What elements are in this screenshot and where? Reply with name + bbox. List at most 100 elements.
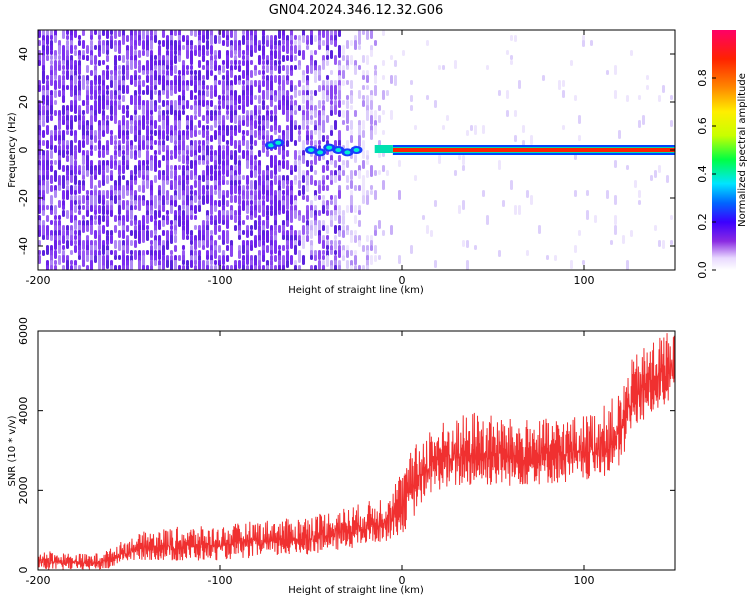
spectrogram-cell: [50, 80, 53, 86]
spectrogram-cell: [214, 220, 217, 226]
spectrogram-cell: [398, 190, 401, 200]
spectrogram-cell: [130, 95, 133, 105]
spectrogram-cell: [54, 260, 57, 265]
spectrogram-cell: [346, 260, 349, 269]
spectrogram-cell: [342, 45, 345, 55]
spectrogram-cell: [90, 45, 93, 51]
spectrogram-cell: [130, 250, 133, 255]
spectrogram-cell: [250, 50, 253, 57]
snr-x-ticks: -200 -100 0 100: [26, 331, 595, 587]
spectrogram-cell: [82, 215, 85, 220]
spectrogram-cell: [162, 250, 165, 256]
spectrogram-cell: [374, 255, 377, 262]
spectrogram-cell: [326, 245, 329, 250]
spectrogram-cell: [74, 195, 77, 201]
spectrogram-cell: [170, 250, 173, 255]
spectrogram-cell: [382, 230, 385, 236]
spectrogram-cell: [110, 140, 113, 145]
spectrogram-cell: [70, 90, 73, 97]
spectrogram-cell: [270, 160, 273, 168]
spectrogram-cell: [410, 95, 413, 102]
spectrogram-cell: [278, 225, 281, 233]
signal-blob-core: [335, 148, 342, 152]
spectrogram-cell: [270, 55, 273, 61]
signal-blob-core: [326, 145, 333, 150]
spectrogram-cell: [110, 230, 113, 236]
spectrogram-cell: [70, 130, 73, 136]
spectrogram-cell: [114, 255, 117, 260]
spectrogram-cell: [266, 120, 269, 129]
spectrogram-cell: [230, 185, 233, 195]
spectrogram-cell: [54, 125, 57, 131]
spectrogram-cell: [174, 120, 177, 126]
spectrogram-cell: [110, 175, 113, 181]
spectrogram-cell: [42, 110, 45, 116]
spectrogram-cell: [350, 135, 353, 143]
spectrogram-cell: [318, 85, 321, 92]
spectrogram-cell: [330, 250, 333, 255]
spectrogram-cell: [330, 245, 333, 251]
spectrogram-cell: [114, 90, 117, 96]
spectrogram-cell: [210, 45, 213, 55]
spectrogram-cell: [82, 205, 85, 210]
spectrogram-cell: [174, 30, 177, 36]
spectrogram-cell: [298, 170, 301, 180]
spectrogram-cell: [370, 255, 373, 265]
spectrogram-cell: [138, 75, 141, 80]
spectrogram-cell: [330, 195, 333, 200]
spectrogram-cell: [114, 240, 117, 249]
snr-marks: [38, 333, 675, 570]
spectrogram-cell: [274, 75, 277, 83]
spectrogram-cell: [66, 240, 69, 249]
spectrogram-cell: [234, 50, 237, 55]
spectrogram-cell: [510, 35, 513, 41]
spectrogram-cell: [218, 125, 221, 131]
spectrogram-cell: [38, 60, 41, 66]
spectrogram-cell: [306, 120, 309, 125]
spectrogram-cell: [250, 125, 253, 131]
spectrogram-cell: [314, 220, 317, 226]
spectrogram-cell: [74, 105, 77, 114]
spectrogram-cell: [114, 265, 117, 270]
spectrogram-cell: [434, 260, 437, 268]
spectrogram-cell: [174, 255, 177, 261]
spectrogram-cell: [158, 260, 161, 266]
spectrogram-cell: [322, 180, 325, 185]
spectrogram-cell: [82, 30, 85, 36]
spectrogram-cell: [98, 150, 101, 158]
spectrogram-cell: [74, 75, 77, 85]
spectrogram-cell: [118, 65, 121, 70]
spectrogram-cell: [258, 260, 261, 266]
spectrogram-cell: [178, 35, 181, 41]
spectrogram-cell: [222, 135, 225, 142]
spectrogram-cell: [254, 195, 257, 201]
spectrogram-cell: [130, 125, 133, 134]
spectrogram-cell: [150, 240, 153, 245]
spectrogram-cell: [310, 65, 313, 74]
spectrogram-cell: [58, 120, 61, 130]
spectrogram-cell: [178, 155, 181, 162]
spectrogram-cell: [98, 50, 101, 57]
spectrogram-cell: [114, 190, 117, 195]
spectrogram-cell: [242, 255, 245, 261]
spectrogram-cell: [198, 195, 201, 200]
spectrogram-cell: [342, 230, 345, 238]
spectrogram-cell: [326, 75, 329, 80]
spectrogram-cell: [98, 35, 101, 40]
spectrogram-cell: [142, 135, 145, 141]
spectrogram-cell: [294, 180, 297, 185]
spectrogram-cell: [322, 220, 325, 226]
spectrogram-cell: [578, 230, 581, 236]
spectrogram-cell: [438, 65, 441, 70]
spectrogram-cell: [186, 175, 189, 181]
spectrogram-cell: [198, 145, 201, 153]
spectrogram-cell: [138, 235, 141, 244]
spectrogram-cell: [350, 235, 353, 243]
spectrogram-cell: [366, 55, 369, 65]
spectrogram-cell: [94, 90, 97, 100]
spectrogram-cell: [62, 70, 65, 75]
spectrogram-cell: [362, 140, 365, 150]
spectrogram-cell: [218, 225, 221, 232]
spectrogram-cell: [326, 225, 329, 234]
spectrogram-cell: [362, 85, 365, 90]
